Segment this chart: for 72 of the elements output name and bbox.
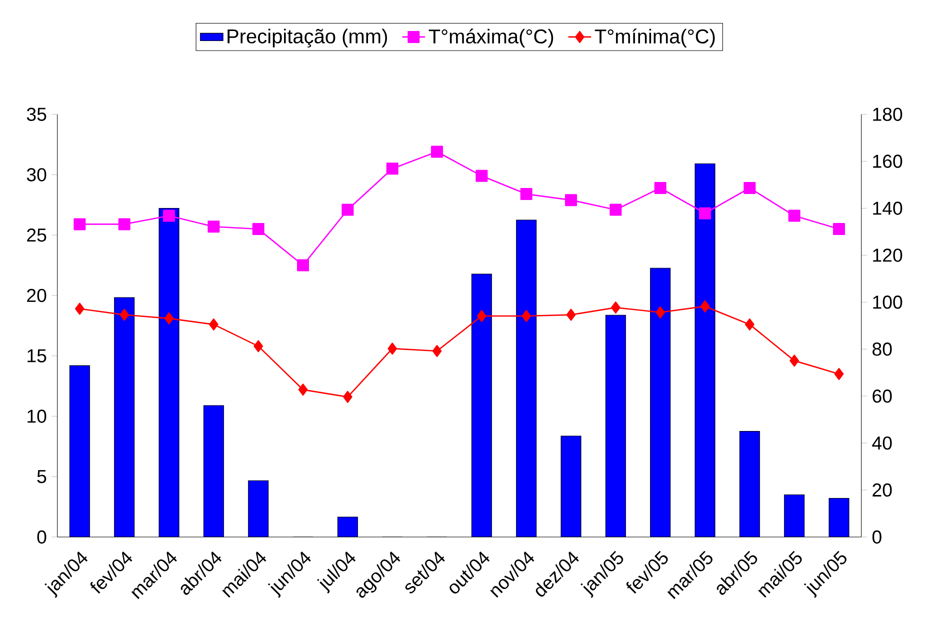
point (520, 188, 532, 200)
bar (828, 498, 850, 537)
bar (695, 164, 715, 537)
bar (784, 494, 804, 537)
y-tick-label: 10 (28, 410, 46, 423)
point (788, 210, 800, 222)
y-tick-label: 25 (27, 228, 46, 242)
point (298, 384, 308, 396)
y2-tick-label: 60 (872, 389, 892, 403)
point (832, 223, 845, 236)
point (343, 390, 352, 403)
point (254, 340, 264, 352)
bar (114, 297, 134, 537)
y2-tick-label: 160 (873, 154, 902, 168)
bar (204, 405, 224, 537)
point (118, 218, 130, 230)
legend-label: T°máxima(°C) (428, 28, 554, 48)
bar (561, 436, 581, 537)
y-tick-label: 5 (37, 470, 46, 484)
point (209, 318, 218, 330)
point (522, 310, 532, 322)
y-tick-label: 20 (27, 288, 46, 302)
point (476, 310, 486, 322)
point (252, 223, 264, 236)
point (476, 170, 488, 182)
y2-tick-label: 120 (873, 248, 902, 262)
point (834, 368, 844, 380)
point (432, 345, 442, 358)
y2-tick-label: 0 (872, 530, 882, 544)
point (431, 146, 444, 158)
y2-tick-label: 100 (873, 296, 902, 309)
point (386, 162, 398, 175)
point (566, 308, 576, 321)
point (208, 220, 220, 233)
bar (70, 366, 90, 537)
bar (159, 208, 180, 537)
y-tick-label: 15 (28, 349, 46, 362)
point (700, 300, 710, 312)
y2-tick-label: 20 (872, 483, 892, 497)
point (744, 318, 754, 330)
bar (650, 268, 670, 537)
y2-tick-label: 80 (872, 342, 892, 356)
point (164, 312, 174, 324)
point (74, 218, 86, 230)
bar (472, 274, 492, 537)
point (654, 182, 666, 194)
point (297, 259, 310, 272)
point (744, 182, 756, 194)
point (163, 210, 176, 222)
y2-tick-label: 180 (873, 108, 902, 121)
point (342, 204, 354, 216)
point (790, 354, 799, 367)
point (656, 306, 666, 318)
y2-tick-label: 140 (873, 202, 902, 215)
bar (338, 517, 358, 537)
point (564, 194, 578, 206)
y-tick-label: 30 (26, 168, 46, 182)
bar (606, 315, 626, 537)
point (610, 204, 622, 216)
y-tick-label: 0 (37, 530, 46, 544)
point (120, 308, 130, 321)
y-tick-label: 35 (26, 108, 46, 121)
bar (248, 480, 268, 537)
bar (740, 431, 760, 537)
y2-tick-label: 40 (872, 436, 892, 450)
bar (516, 220, 536, 537)
point (610, 302, 620, 314)
legend-label: T°mínima(°C) (594, 28, 715, 48)
point (699, 207, 712, 220)
legend-label: Precipitação (mm) (228, 28, 387, 48)
point (75, 302, 84, 315)
point (388, 342, 398, 355)
